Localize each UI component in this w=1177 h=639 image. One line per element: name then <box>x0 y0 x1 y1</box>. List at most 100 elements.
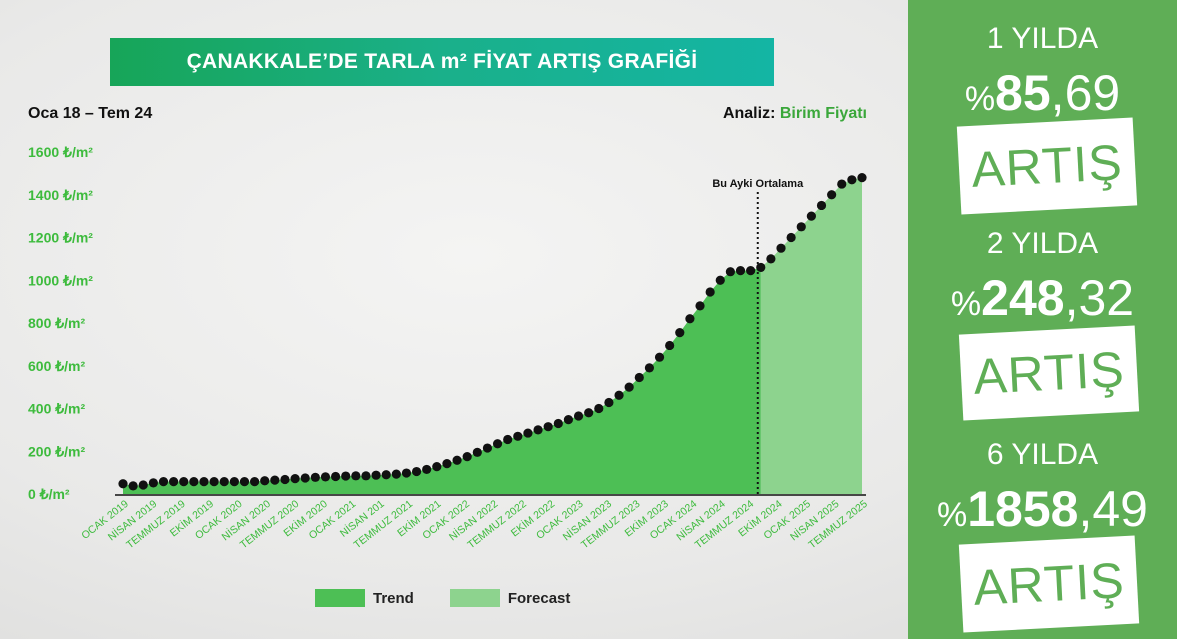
stat-3-int: 1858 <box>967 481 1079 537</box>
legend-swatch-forecast <box>449 589 500 607</box>
data-point <box>310 472 320 482</box>
date-range-label: Oca 18 – Tem 24 <box>28 105 153 122</box>
data-point <box>614 390 624 400</box>
stat-3-percent-sign: % <box>937 496 968 534</box>
data-point <box>148 478 158 488</box>
data-point <box>513 431 523 441</box>
data-point <box>239 477 250 487</box>
data-point <box>138 480 148 490</box>
data-point <box>503 434 513 445</box>
data-point <box>320 472 331 482</box>
stat-3-period: 6 YILDA <box>986 438 1099 471</box>
data-point <box>341 471 351 481</box>
data-point <box>573 411 584 421</box>
data-point <box>229 477 239 487</box>
analysis-key: Analiz: <box>722 105 776 122</box>
data-point <box>675 328 685 338</box>
area-chart: 0 ₺/m² 200 ₺/m² 400 ₺/m² 600 ₺/m² 800 ₺/m² 10… <box>28 144 870 551</box>
legend-item-forecast: Forecast <box>449 589 571 607</box>
data-point <box>816 200 827 211</box>
stat-1-int: 85 <box>995 65 1051 121</box>
data-point <box>351 471 361 481</box>
data-point <box>634 372 644 383</box>
data-point <box>371 470 381 480</box>
legend-item-trend: Trend <box>315 589 414 607</box>
y-tick-label: 1400 ₺/m² <box>28 187 93 203</box>
stat-1-dec: ,69 <box>1050 65 1121 121</box>
data-point <box>442 459 452 469</box>
data-point <box>260 476 270 486</box>
data-point <box>492 439 503 449</box>
data-point <box>837 179 847 189</box>
data-point <box>199 477 209 487</box>
data-point <box>411 466 422 477</box>
data-point <box>685 314 695 324</box>
data-point <box>209 477 219 487</box>
data-point <box>796 222 806 232</box>
data-point <box>270 475 280 485</box>
data-point <box>300 473 310 483</box>
data-point <box>584 408 594 418</box>
stat-2-artis-badge: ARTIŞ <box>958 325 1140 421</box>
data-point <box>330 471 341 482</box>
data-point <box>118 479 128 489</box>
legend-label-trend: Trend <box>373 589 414 607</box>
data-point <box>654 352 665 362</box>
stat-2-percent-sign: % <box>950 285 982 323</box>
current-average-label: Bu Ayki Ortalama <box>712 178 804 190</box>
data-point <box>786 232 796 243</box>
stat-3-dec: ,49 <box>1078 481 1148 537</box>
data-point <box>715 275 725 285</box>
data-point <box>361 471 371 481</box>
y-tick-label: 800 ₺/m² <box>28 315 85 331</box>
data-point <box>543 422 553 432</box>
y-tick-label: 600 ₺/m² <box>28 358 85 374</box>
stat-1-value: %85,69 <box>908 68 1177 118</box>
data-point <box>705 287 715 297</box>
data-point <box>179 477 189 487</box>
analysis-label: Analiz: Birim Fiyatı <box>723 105 867 123</box>
y-tick-label: 1200 ₺/m² <box>28 230 93 246</box>
y-tick-label: 400 ₺/m² <box>28 401 85 417</box>
data-point <box>452 455 462 465</box>
chart-title: ÇANAKKALE’DE TARLA m² FİYAT ARTIŞ GRAFİĞ… <box>110 38 774 86</box>
data-point <box>756 262 766 273</box>
stat-1-percent-sign: % <box>964 80 996 118</box>
data-point <box>553 418 563 429</box>
forecast-area <box>760 177 862 494</box>
trend-area <box>123 267 761 494</box>
stat-2-period: 2 YILDA <box>986 227 1099 260</box>
legend-label-forecast: Forecast <box>507 589 571 607</box>
data-point <box>391 469 401 479</box>
data-point <box>472 447 482 457</box>
data-point <box>563 415 574 425</box>
data-point <box>695 301 705 311</box>
data-point <box>128 481 138 491</box>
data-point <box>482 443 493 453</box>
data-point <box>280 474 290 485</box>
stat-1-artis-badge: ARTIŞ <box>956 117 1138 215</box>
analysis-value: Birim Fiyatı <box>779 105 867 122</box>
data-point <box>806 211 816 221</box>
data-point <box>290 474 300 484</box>
data-point <box>827 190 837 200</box>
data-point <box>624 382 634 392</box>
data-point <box>857 173 867 183</box>
stat-3-value: %1858,49 <box>908 484 1177 534</box>
data-point <box>432 462 442 472</box>
data-point <box>250 477 260 487</box>
data-point <box>219 477 229 487</box>
data-point <box>604 397 614 408</box>
stats-panel: 1 YILDA %85,69 ARTIŞ 2 YILDA %248,32 ART… <box>908 0 1177 639</box>
data-point <box>776 243 786 253</box>
data-point <box>401 468 412 478</box>
chart-legend: Trend Forecast <box>315 589 606 607</box>
data-point <box>766 254 776 264</box>
data-point <box>725 267 735 277</box>
y-tick-label: 0 ₺/m² <box>28 486 70 502</box>
stat-3-artis-badge: ARTIŞ <box>958 535 1140 633</box>
stat-2-int: 248 <box>981 270 1065 326</box>
data-point <box>847 175 857 185</box>
data-point <box>189 477 199 487</box>
data-point <box>533 425 543 435</box>
